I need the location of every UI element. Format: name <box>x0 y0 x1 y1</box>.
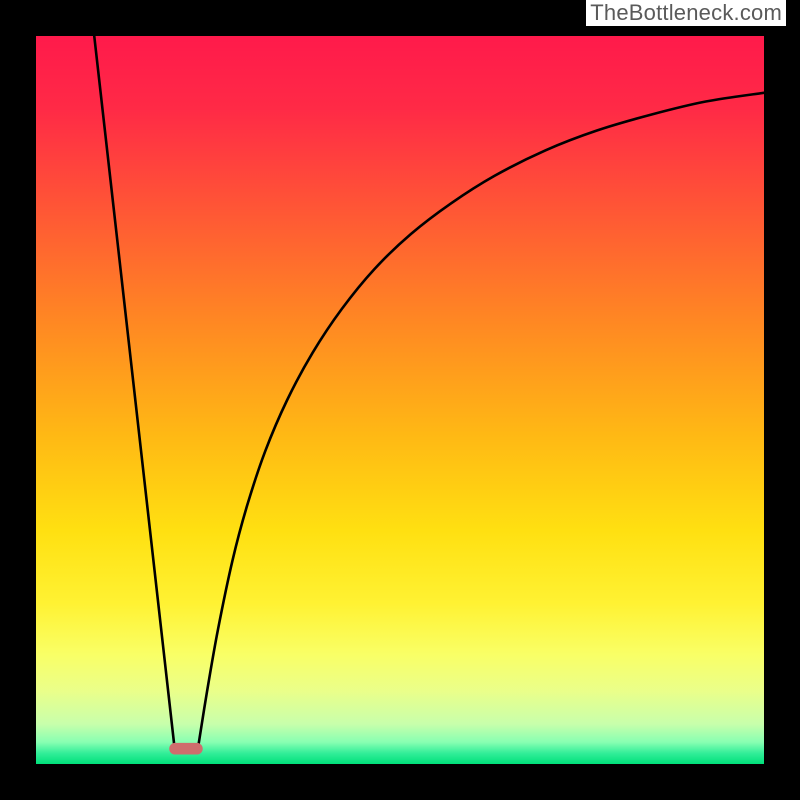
bottleneck-chart <box>0 0 800 800</box>
minimum-marker <box>169 743 202 755</box>
chart-background <box>36 36 764 764</box>
chart-container: TheBottleneck.com <box>0 0 800 800</box>
watermark-label: TheBottleneck.com <box>586 0 786 26</box>
